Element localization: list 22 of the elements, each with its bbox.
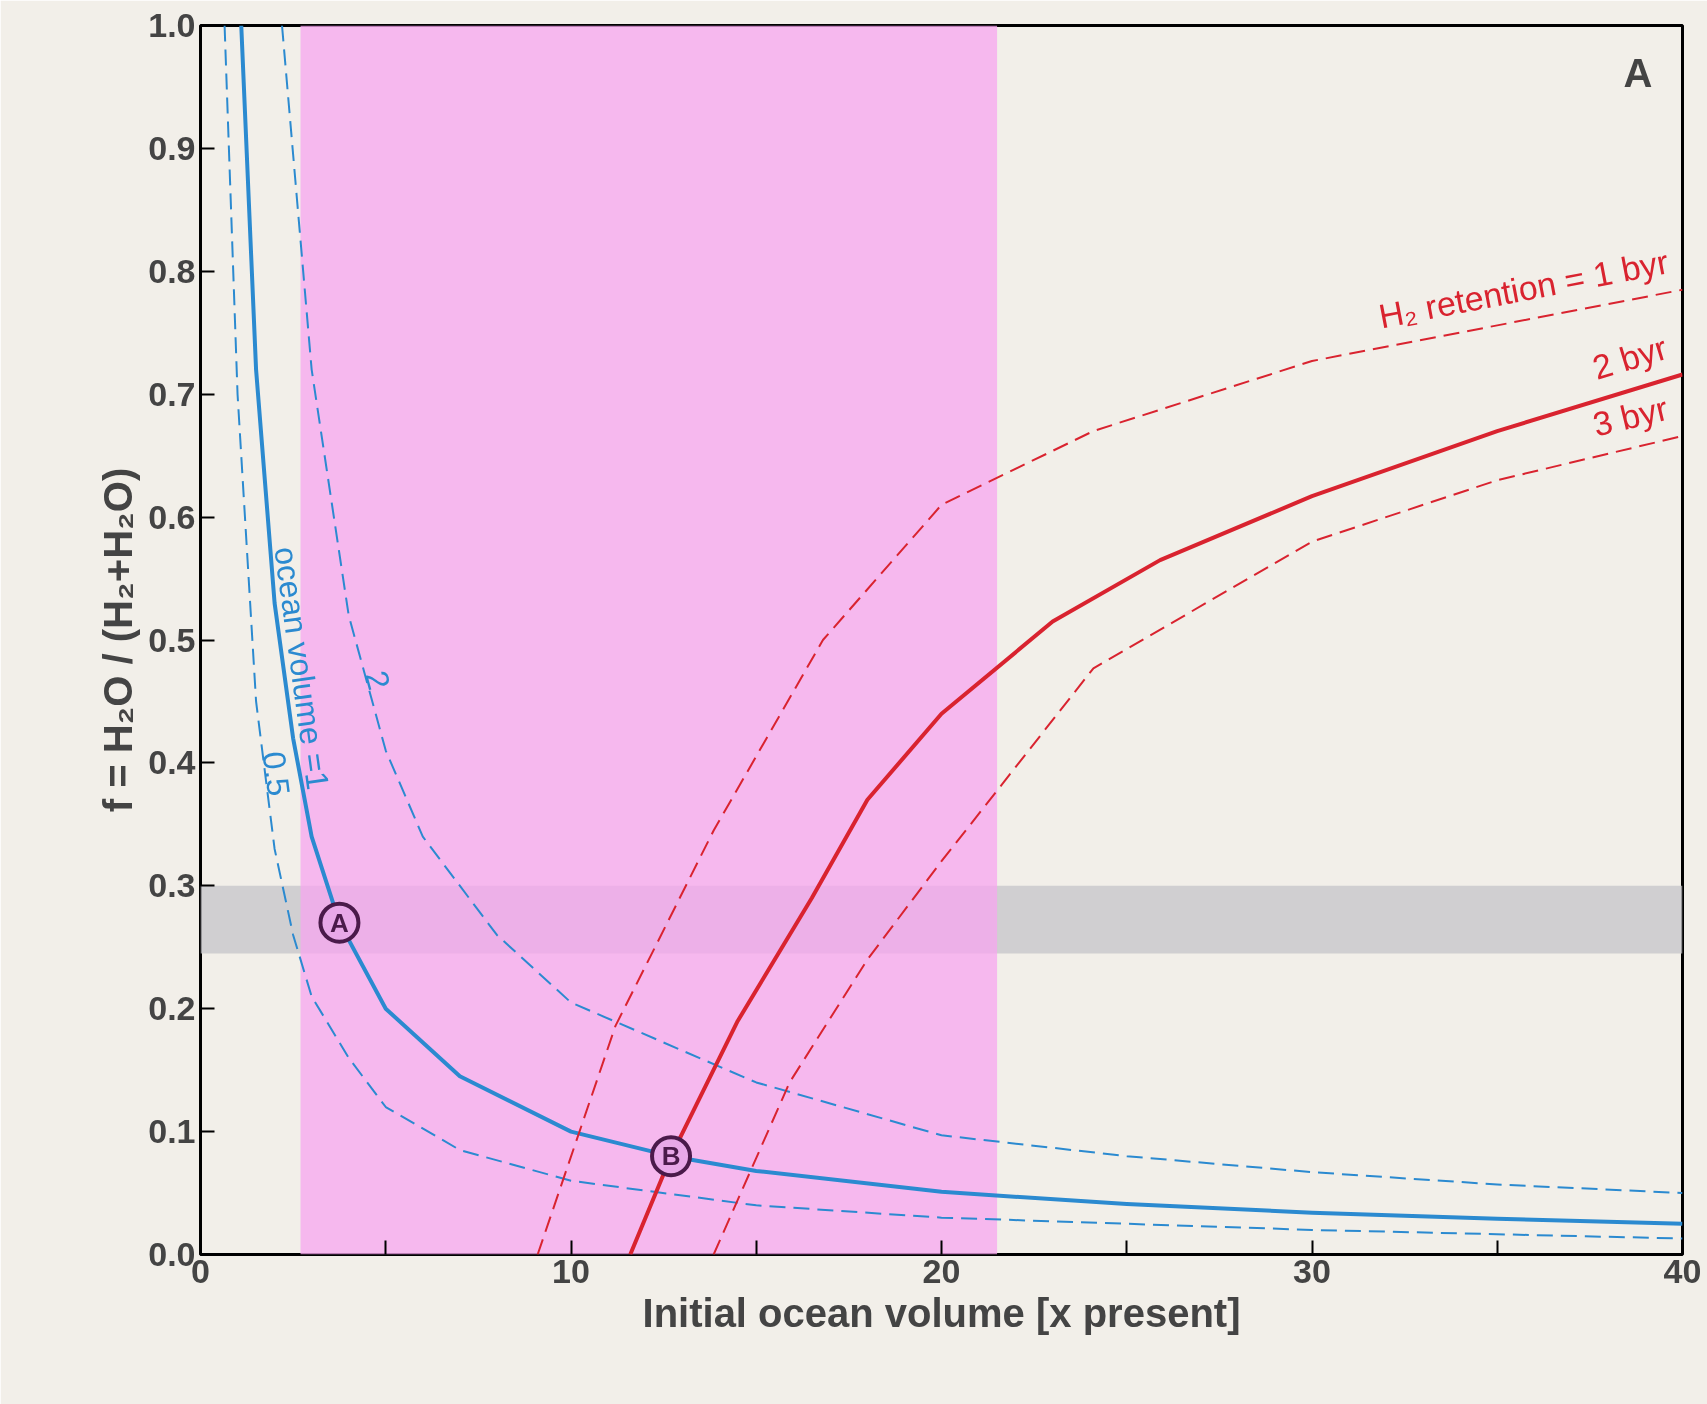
y-tick-label: 0.7 [148,374,196,413]
y-axis-title: f = H₂O / (H₂+H₂O) [96,467,141,813]
y-tick-label: 0.8 [148,251,196,290]
x-tick-label: 30 [1293,1251,1331,1290]
x-tick-label: 40 [1663,1251,1702,1290]
annotation: A [1623,50,1653,95]
text: 3 byr [1589,389,1672,444]
y-tick-label: 0.1 [148,1112,196,1151]
y-tick-label: 0.5 [148,620,196,659]
text: 2 [358,666,398,694]
y-tick-label: 0.2 [148,989,196,1028]
y-tick-label: 0.3 [148,866,196,905]
text: 1.0 [148,6,196,44]
text: 0.5 [255,749,297,799]
y-tick-label: 0.9 [148,128,196,167]
annotation: B [661,1141,681,1172]
y-tick-label: 0.4 [148,743,196,782]
x-tick-label: 20 [922,1251,961,1290]
annotation: A [330,907,350,938]
x-axis-title: Initial ocean volume [x present] [642,1290,1241,1335]
x-tick-label: 10 [552,1251,590,1290]
y-tick-label: 0.6 [148,497,196,536]
